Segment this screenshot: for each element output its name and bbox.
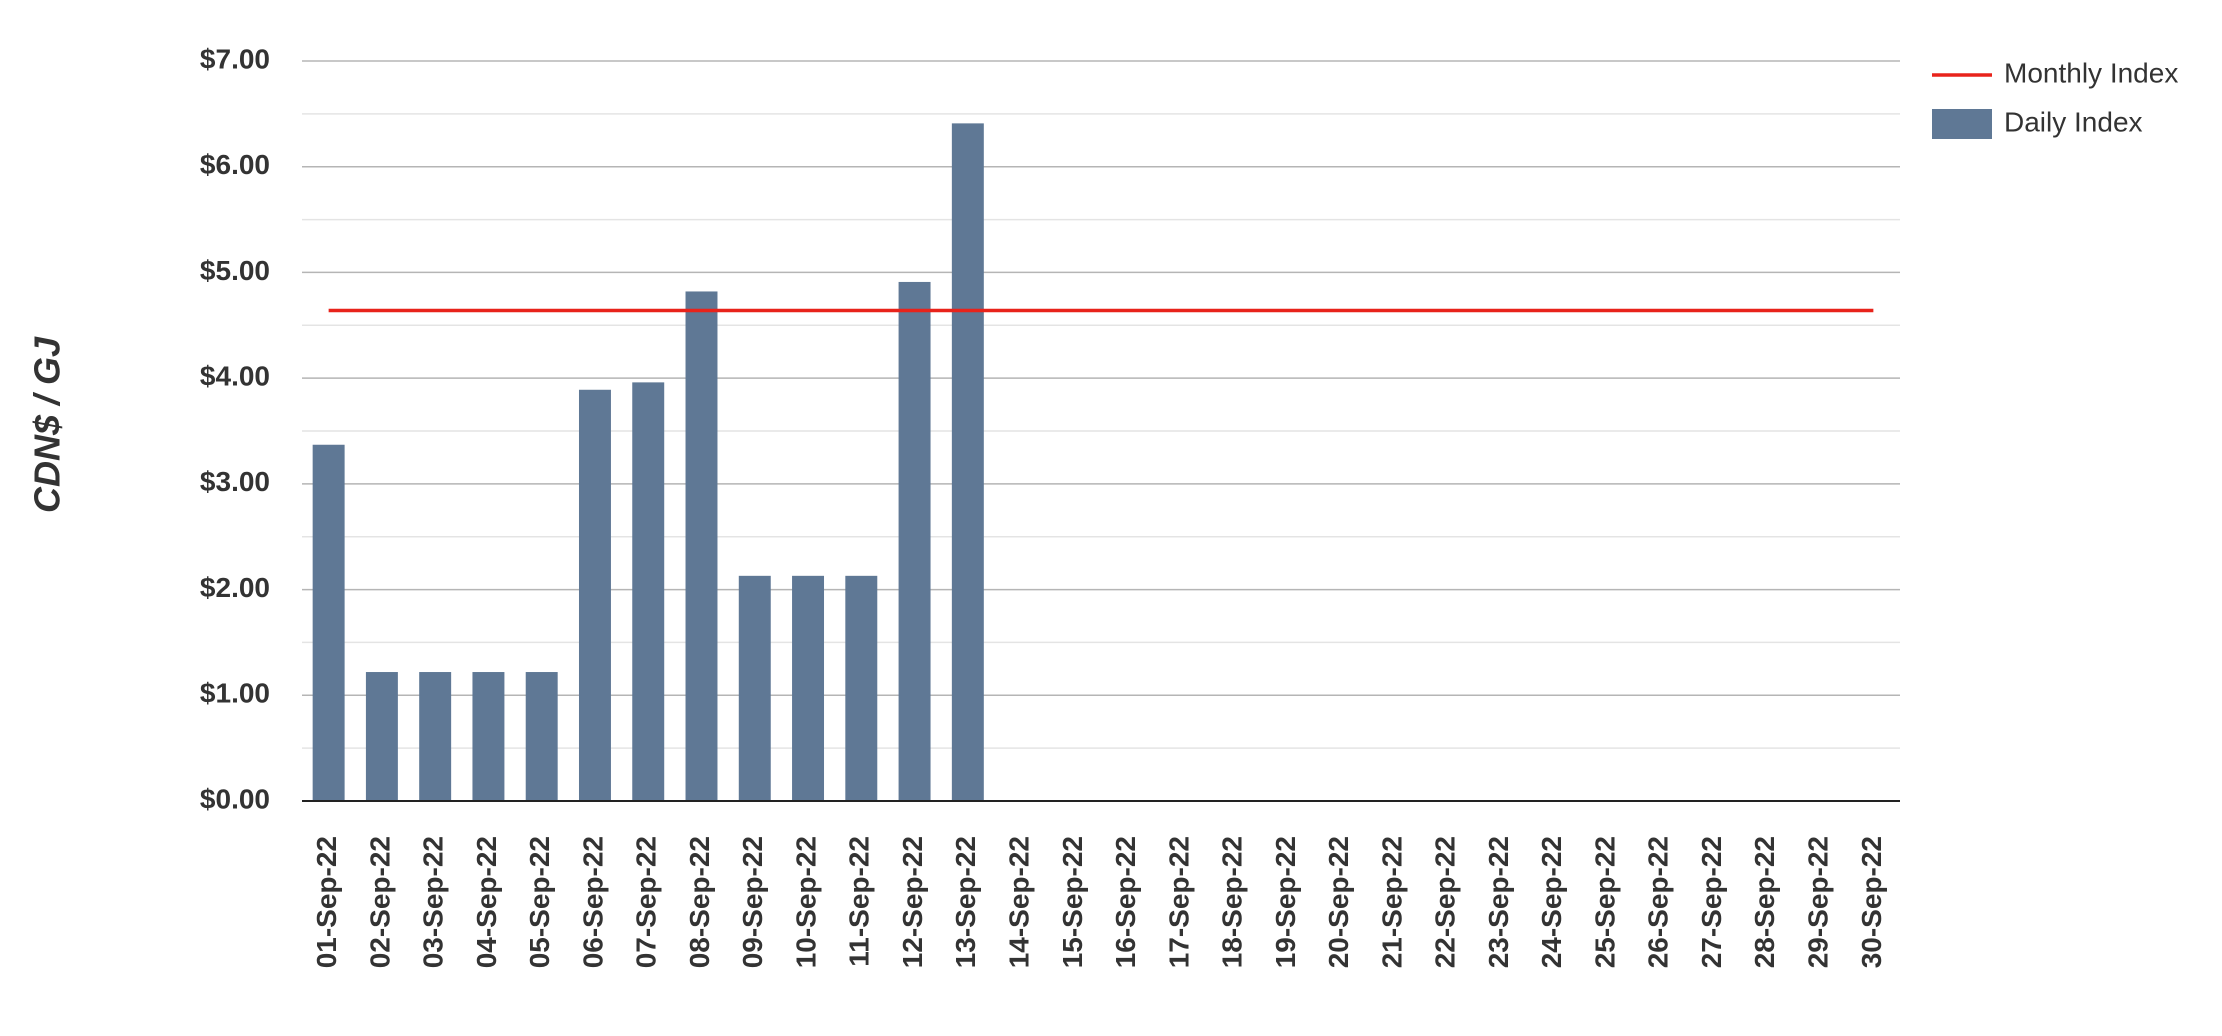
y-tick-label: $3.00 [200,466,270,497]
x-tick-label: 07-Sep-22 [631,836,662,968]
x-tick-label: 08-Sep-22 [684,836,715,968]
bar [685,291,718,801]
bar [738,575,771,801]
x-tick-label: 28-Sep-22 [1749,836,1780,968]
y-axis-title: CDN$ / GJ [27,336,68,513]
x-tick-label: 26-Sep-22 [1643,836,1674,968]
bar [951,123,984,801]
x-tick-label: 02-Sep-22 [364,836,395,968]
bar [365,672,398,801]
bar [578,389,611,801]
y-tick-label: $4.00 [200,361,270,392]
bar [525,672,558,801]
y-tick-label: $0.00 [200,783,270,814]
x-tick-label: 30-Sep-22 [1856,836,1887,968]
bar [419,672,452,801]
y-tick-label: $2.00 [200,572,270,603]
x-tick-label: 20-Sep-22 [1323,836,1354,968]
legend-swatch [1932,109,1992,139]
x-tick-label: 19-Sep-22 [1270,836,1301,968]
bar [472,672,505,801]
x-tick-label: 27-Sep-22 [1696,836,1727,968]
x-tick-label: 23-Sep-22 [1483,836,1514,968]
bar [792,575,825,801]
legend-label: Monthly Index [2004,57,2178,88]
x-tick-label: 16-Sep-22 [1110,836,1141,968]
x-tick-label: 22-Sep-22 [1430,836,1461,968]
x-tick-label: 13-Sep-22 [950,836,981,968]
x-tick-label: 17-Sep-22 [1163,836,1194,968]
x-tick-label: 01-Sep-22 [311,836,342,968]
y-tick-label: $6.00 [200,149,270,180]
x-tick-label: 10-Sep-22 [790,836,821,968]
x-tick-label: 18-Sep-22 [1217,836,1248,968]
y-tick-label: $7.00 [200,43,270,74]
x-tick-label: 25-Sep-22 [1589,836,1620,968]
legend-label: Daily Index [2004,106,2143,137]
x-tick-label: 04-Sep-22 [471,836,502,968]
x-tick-label: 21-Sep-22 [1376,836,1407,968]
x-tick-label: 24-Sep-22 [1536,836,1567,968]
bar [312,444,345,801]
bar [898,281,931,801]
x-tick-label: 03-Sep-22 [418,836,449,968]
bar [845,575,878,801]
x-tick-label: 15-Sep-22 [1057,836,1088,968]
y-tick-label: $1.00 [200,678,270,709]
x-tick-label: 05-Sep-22 [524,836,555,968]
x-tick-label: 12-Sep-22 [897,836,928,968]
x-tick-label: 11-Sep-22 [844,836,875,967]
x-tick-label: 29-Sep-22 [1802,836,1833,968]
x-tick-label: 06-Sep-22 [577,836,608,968]
x-tick-label: 14-Sep-22 [1003,836,1034,968]
y-tick-label: $5.00 [200,255,270,286]
x-tick-label: 09-Sep-22 [737,836,768,968]
bar [632,382,665,801]
